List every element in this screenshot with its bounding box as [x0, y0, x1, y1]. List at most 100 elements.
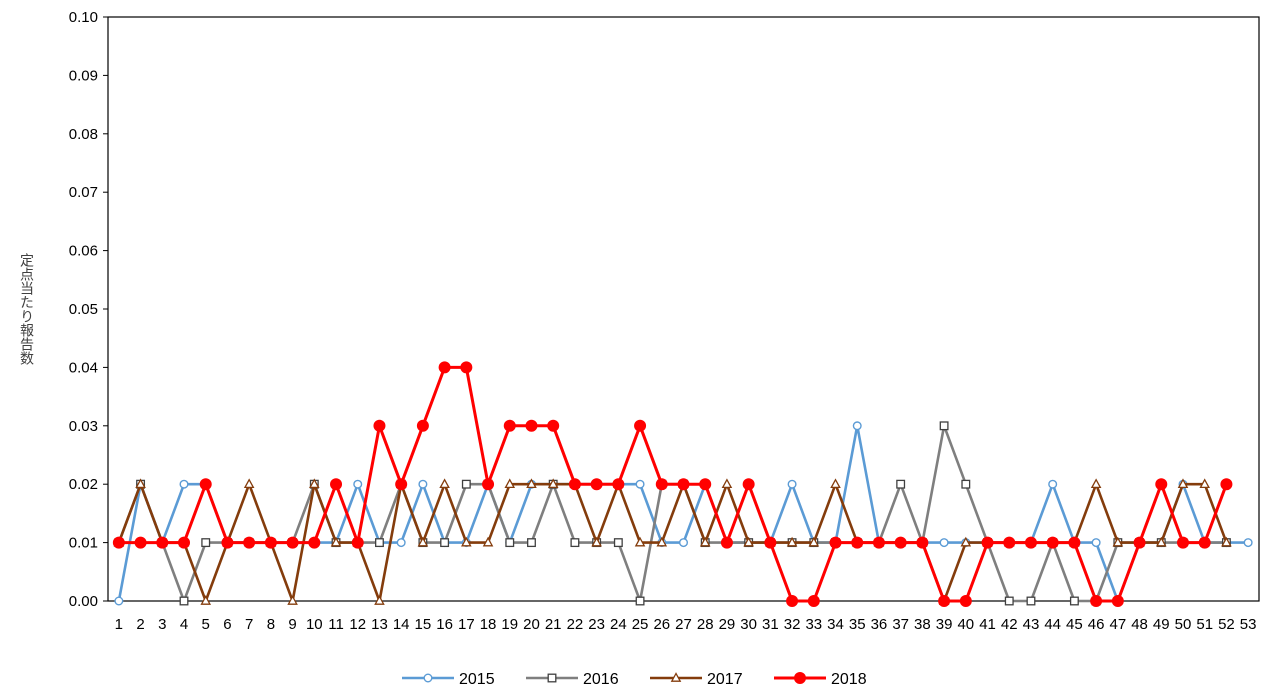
data-point-2018 — [959, 595, 972, 607]
data-point-2017 — [1177, 478, 1189, 489]
data-point-2016 — [1026, 596, 1036, 606]
data-point-2018 — [395, 478, 408, 491]
y-tick-label: 0.02 — [69, 476, 98, 493]
series-line-2018 — [118, 365, 1228, 603]
x-tick-label: 52 — [1218, 616, 1235, 633]
data-point-2018 — [872, 536, 885, 549]
data-point-2017 — [526, 478, 537, 489]
data-point-2018 — [612, 478, 625, 491]
legend-swatch-marker — [423, 673, 433, 683]
data-point-2017 — [591, 536, 602, 547]
x-tick-label: 10 — [306, 616, 323, 633]
x-tick-label: 26 — [653, 616, 670, 633]
x-tick-label: 33 — [805, 616, 822, 633]
data-point-2017 — [330, 536, 342, 547]
data-point-2015 — [787, 479, 797, 489]
data-point-2018 — [330, 478, 343, 491]
x-tick-label: 3 — [158, 616, 166, 633]
data-point-2018 — [742, 478, 755, 491]
data-point-2018 — [156, 536, 169, 549]
x-tick-label: 14 — [393, 616, 410, 633]
x-tick-label: 29 — [719, 616, 736, 633]
data-point-2018 — [894, 536, 907, 549]
data-point-2018 — [1133, 536, 1146, 549]
x-tick-label: 41 — [979, 616, 996, 633]
x-tick-label: 23 — [588, 616, 605, 633]
data-point-2017 — [309, 478, 320, 489]
y-axis-label: 定点当たり報告数 — [18, 253, 34, 365]
legend-item-2016: 2016 — [526, 671, 619, 688]
data-point-2018 — [786, 595, 799, 607]
y-tick-label: 0.06 — [69, 243, 98, 260]
data-point-2018 — [243, 536, 256, 549]
data-point-2017 — [1090, 478, 1102, 489]
legend-label: 2017 — [707, 671, 743, 688]
data-point-2018 — [1090, 595, 1103, 607]
data-point-2018 — [1024, 536, 1037, 549]
data-point-2018 — [568, 478, 581, 491]
data-point-2017 — [656, 536, 668, 547]
legend: 2015 2016 2017 2018 — [402, 671, 867, 688]
data-point-2017 — [287, 595, 298, 605]
data-point-2016 — [440, 538, 450, 548]
data-point-2018 — [1046, 536, 1059, 549]
data-point-2016 — [896, 479, 906, 489]
data-point-2015 — [939, 538, 949, 548]
data-point-2018 — [178, 536, 191, 549]
legend-label: 2018 — [831, 671, 867, 688]
x-tick-label: 44 — [1044, 616, 1061, 633]
data-point-2015 — [852, 421, 862, 431]
plot-area — [107, 16, 1260, 602]
data-point-2017 — [200, 595, 212, 605]
data-point-2018 — [1176, 536, 1189, 549]
data-point-2017 — [547, 478, 559, 489]
x-tick-label: 51 — [1196, 616, 1213, 633]
data-point-2018 — [634, 419, 647, 432]
x-tick-label: 45 — [1066, 616, 1083, 633]
y-tick-label: 0.01 — [69, 535, 98, 552]
x-tick-label: 34 — [827, 616, 844, 633]
data-point-2018 — [438, 361, 451, 374]
data-point-2015 — [1091, 538, 1101, 548]
data-point-2015 — [114, 596, 124, 606]
y-tick-label: 0.03 — [69, 418, 98, 435]
data-point-2017 — [786, 536, 798, 547]
data-point-2017 — [243, 478, 255, 489]
x-tick-label: 50 — [1175, 616, 1192, 633]
y-tick-label: 0.07 — [69, 184, 98, 201]
y-tick-label: 0.10 — [69, 9, 98, 26]
data-point-2017 — [960, 536, 972, 547]
data-point-2018 — [1198, 536, 1211, 549]
data-point-2018 — [1111, 595, 1124, 607]
x-tick-label: 46 — [1088, 616, 1105, 633]
data-point-2016 — [375, 538, 384, 548]
legend-item-2018: 2018 — [774, 671, 867, 688]
legend-item-2015: 2015 — [402, 671, 495, 688]
data-point-2015 — [418, 479, 428, 489]
data-point-2017 — [830, 478, 841, 489]
data-point-2017 — [1155, 536, 1167, 547]
data-point-2018 — [851, 536, 864, 549]
x-tick-label: 27 — [675, 616, 692, 633]
x-tick-label: 17 — [458, 616, 475, 633]
data-point-2017 — [699, 536, 711, 547]
x-axis-ticks: 1 2 3 4 5 6 7 8 9 10 11 12 13 14 15 16 17 18 19 20 21 22 23 24 2… — [115, 616, 1257, 633]
data-point-2017 — [743, 536, 754, 547]
x-tick-label: 38 — [914, 616, 931, 633]
x-tick-label: 32 — [784, 616, 801, 633]
data-point-2018 — [1220, 478, 1233, 491]
x-tick-label: 43 — [1023, 616, 1040, 633]
x-tick-label: 25 — [632, 616, 649, 633]
x-tick-label: 15 — [415, 616, 432, 633]
series-layer — [112, 361, 1253, 607]
data-point-2016 — [570, 538, 580, 548]
data-point-2017 — [461, 536, 472, 547]
data-point-2018 — [351, 536, 364, 549]
x-tick-label: 39 — [936, 616, 953, 633]
x-tick-label: 2 — [136, 616, 144, 633]
data-point-2017 — [374, 595, 385, 605]
x-tick-label: 47 — [1109, 616, 1126, 633]
x-tick-label: 19 — [501, 616, 518, 633]
x-tick-label: 22 — [567, 616, 584, 633]
data-point-2015 — [179, 479, 189, 489]
